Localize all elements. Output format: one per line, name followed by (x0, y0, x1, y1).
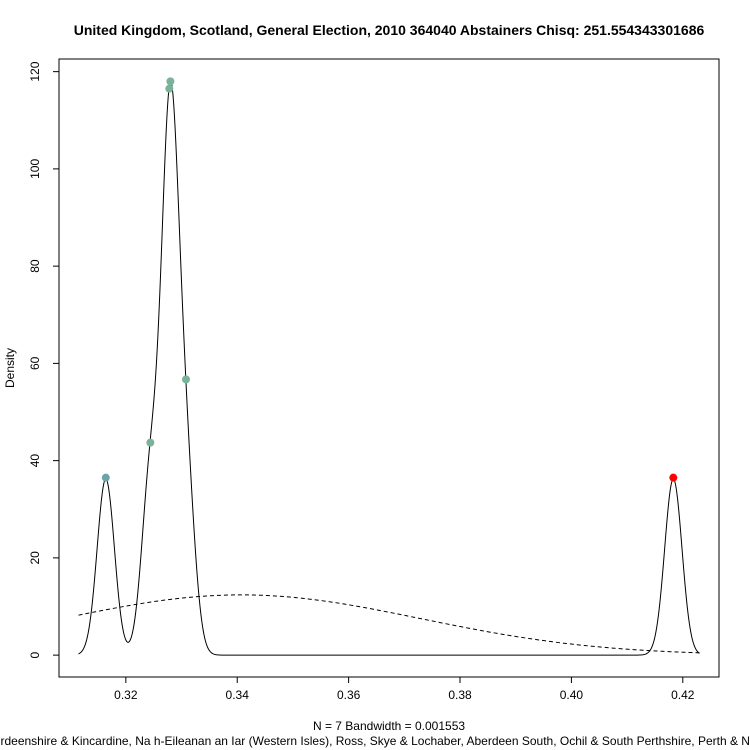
chart-title: United Kingdom, Scotland, General Electi… (74, 22, 705, 38)
y-tick-label: 20 (28, 551, 42, 565)
y-tick-label: 100 (28, 159, 42, 179)
x-axis: 0.32 0.34 0.36 0.38 0.40 0.42 (114, 676, 695, 702)
reference-normal-curve (78, 594, 700, 654)
y-tick-label: 120 (28, 61, 42, 81)
x-tick-label: 0.40 (560, 688, 584, 702)
y-tick-label: 40 (28, 454, 42, 468)
data-point (146, 438, 155, 447)
x-tick-label: 0.38 (448, 688, 472, 702)
data-point (101, 473, 110, 482)
x-axis-label: N = 7 Bandwidth = 0.001553 (313, 719, 465, 733)
y-tick-label: 0 (28, 651, 42, 658)
x-tick-label: 0.42 (671, 688, 695, 702)
data-point (166, 77, 175, 86)
data-point (181, 375, 190, 384)
y-tick-label: 60 (28, 356, 42, 370)
plot-frame (58, 58, 720, 678)
y-axis-label: Density (3, 348, 17, 388)
x-tick-label: 0.36 (337, 688, 361, 702)
data-point (669, 473, 678, 482)
data-point (165, 84, 174, 93)
x-tick-label: 0.32 (114, 688, 138, 702)
data-points (101, 77, 678, 482)
y-axis: 0 20 40 60 80 100 120 (28, 61, 60, 658)
density-curve (78, 80, 700, 656)
y-tick-label: 80 (28, 259, 42, 273)
constituency-subtitle: West Aberdeenshire & Kincardine, Na h-Ei… (0, 734, 750, 748)
x-tick-label: 0.34 (226, 688, 250, 702)
